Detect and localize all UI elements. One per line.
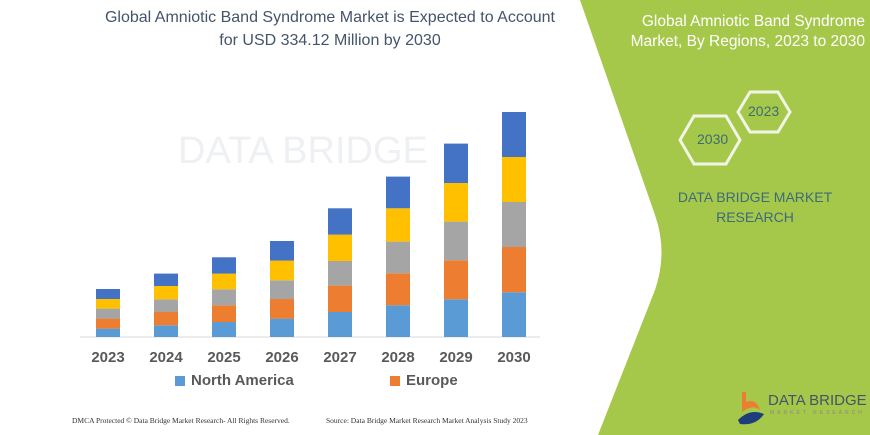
x-tick-label: 2026 (265, 349, 299, 366)
x-tick-label: 2030 (497, 349, 531, 366)
x-tick-label: 2024 (149, 349, 183, 366)
bar-segment-2028-2 (386, 241, 410, 274)
brand-line-2: RESEARCH (716, 209, 794, 225)
bar-segment-2023-1 (96, 318, 120, 329)
bar-segment-2030-1 (502, 247, 526, 293)
hex-label-2023: 2023 (748, 103, 780, 119)
green-panel (580, 0, 870, 435)
legend-europe: Europe (390, 372, 458, 389)
bar-segment-2023-0 (96, 328, 120, 337)
bar-segment-2024-2 (154, 299, 178, 312)
bar-segment-2026-2 (270, 280, 294, 299)
brand-text: DATA BRIDGE MARKET RESEARCH (660, 187, 850, 227)
bar-segment-2023-3 (96, 299, 120, 309)
bar-segment-2023-2 (96, 308, 120, 319)
bar-segment-2026-1 (270, 299, 294, 319)
bar-segment-2029-2 (444, 221, 468, 261)
x-tick-label: 2023 (91, 349, 125, 366)
hexagon-2023 (736, 90, 792, 134)
chart-title: Global Amniotic Band Syndrome Market is … (60, 6, 600, 52)
bar-segment-2029-4 (444, 143, 468, 183)
bar-segment-2024-1 (154, 312, 178, 326)
bar-segment-2029-3 (444, 183, 468, 222)
panel-title: Global Amniotic Band Syndrome Market, By… (625, 12, 865, 52)
bar-segment-2023-4 (96, 289, 120, 299)
x-tick-label: 2028 (381, 349, 415, 366)
panel-title-line-1: Global Amniotic Band Syndrome (641, 13, 865, 30)
panel-title-line-2: Market, By Regions, 2023 to 2030 (630, 33, 865, 50)
bar-segment-2027-2 (328, 261, 352, 286)
brand-line-1: DATA BRIDGE MARKET (677, 189, 833, 205)
legend-swatch (175, 375, 185, 386)
logo-name: DATA BRIDGE (768, 392, 867, 409)
bar-segment-2026-0 (270, 318, 294, 337)
x-tick-label: 2025 (207, 349, 241, 366)
hex-label-2030: 2030 (697, 131, 729, 147)
watermark: DATA BRIDGE (178, 130, 428, 172)
logo-tagline: MARKET RESEARCH (770, 410, 865, 416)
legend-swatch (390, 375, 400, 386)
bar-segment-2027-0 (328, 312, 352, 337)
footer-source: Source: Data Bridge Market Research Mark… (326, 416, 528, 425)
bar-segment-2026-3 (270, 260, 294, 281)
bar-segment-2029-0 (444, 299, 468, 337)
bar-segment-2024-0 (154, 325, 178, 337)
title-line-2: for USD 334.12 Million by 2030 (219, 32, 441, 49)
bar-segment-2027-1 (328, 285, 352, 312)
bar-segment-2030-0 (502, 292, 526, 337)
bar-segment-2028-0 (386, 305, 410, 337)
x-tick-label: 2029 (439, 349, 473, 366)
data-bridge-logo-icon (738, 392, 764, 425)
bar-segment-2030-4 (502, 112, 526, 157)
bar-segment-2030-2 (502, 202, 526, 247)
bar-segment-2025-0 (212, 322, 236, 337)
bar-segment-2029-1 (444, 260, 468, 300)
bar-segment-2025-2 (212, 289, 236, 306)
bar-segment-2028-4 (386, 176, 410, 209)
bar-segment-2024-4 (154, 273, 178, 286)
legend-north-america: North America (175, 372, 294, 389)
x-tick-label: 2027 (323, 349, 357, 366)
legend-label: Europe (406, 372, 458, 389)
bar-segment-2027-4 (328, 208, 352, 235)
bar-segment-2026-4 (270, 241, 294, 261)
title-line-1: Global Amniotic Band Syndrome Market is … (104, 9, 555, 26)
bar-segment-2025-3 (212, 273, 236, 290)
footer-copyright: DMCA Protected © Data Bridge Market Rese… (72, 416, 290, 425)
bar-segment-2028-1 (386, 273, 410, 306)
bar-segment-2025-1 (212, 305, 236, 322)
bar-segment-2030-3 (502, 157, 526, 202)
bar-segment-2024-3 (154, 286, 178, 300)
bar-segment-2028-3 (386, 208, 410, 242)
bar-segment-2027-3 (328, 234, 352, 261)
legend-label: North America (191, 372, 294, 389)
bars (96, 112, 526, 337)
hexagon-2030 (678, 114, 742, 166)
bar-segment-2025-4 (212, 257, 236, 274)
